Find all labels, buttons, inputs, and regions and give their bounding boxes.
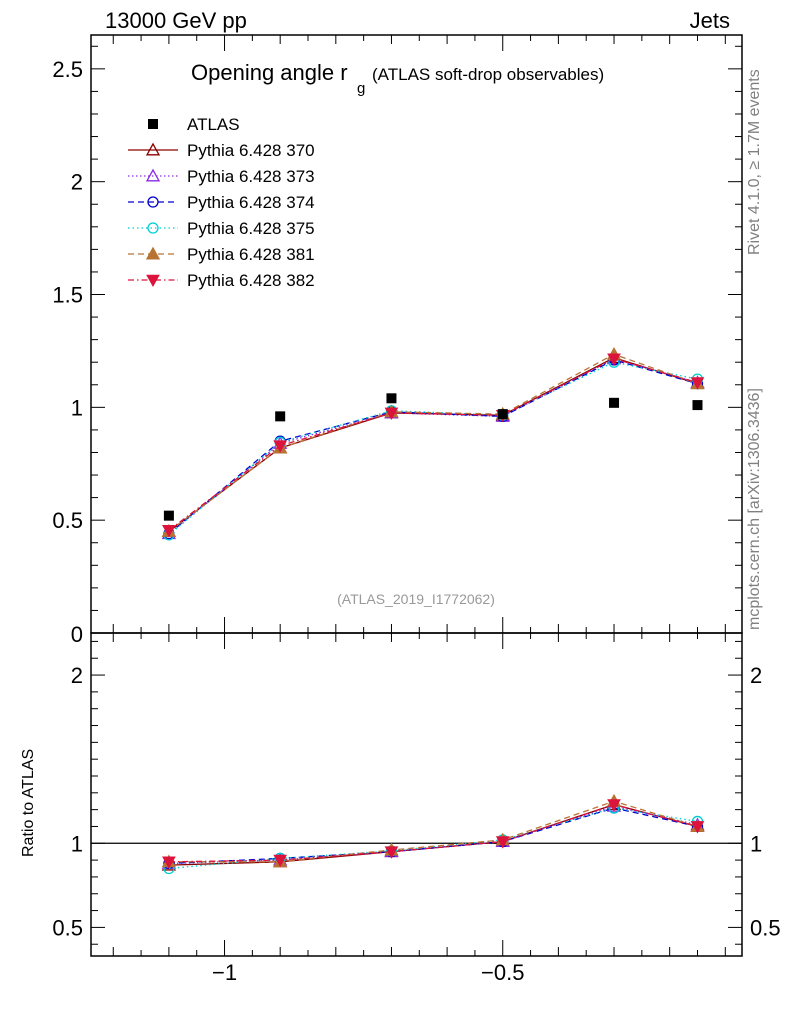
mc-line-4 xyxy=(168,353,698,532)
legend-label-2: Pythia 6.428 374 xyxy=(187,193,315,212)
atlas-data-point xyxy=(163,510,174,521)
ratio-point-5 xyxy=(607,799,621,812)
y-tick-label: 1 xyxy=(71,395,83,420)
chart-title: Opening angle r g (ATLAS soft-drop obser… xyxy=(191,60,604,97)
analysis-watermark: (ATLAS_2019_I1772062) xyxy=(337,591,495,607)
title-main: Opening angle r xyxy=(191,60,348,85)
atlas-data-point xyxy=(386,393,397,404)
mc-line-0 xyxy=(168,356,698,532)
mc-point-5 xyxy=(607,353,621,366)
mc-point-5 xyxy=(690,377,705,390)
legend-marker-4 xyxy=(145,246,161,260)
ratio-line-2 xyxy=(168,807,698,865)
title-rest: (ATLAS soft-drop observables) xyxy=(372,65,604,84)
y-tick-label: 2 xyxy=(71,170,83,195)
mc-point-5 xyxy=(273,440,288,453)
ratio-line-5 xyxy=(168,803,698,863)
axis-ticks xyxy=(91,35,742,956)
ratio-line-1 xyxy=(168,805,698,865)
lower-plot-area xyxy=(90,632,743,957)
ratio-y-tick-label-left: 1 xyxy=(71,831,83,856)
ratio-point-5 xyxy=(690,821,705,834)
legend-marker-atlas xyxy=(148,119,158,129)
ratio-line-0 xyxy=(168,803,698,866)
legend-marker-0 xyxy=(145,142,161,156)
x-tick-label: −1 xyxy=(212,960,237,985)
mc-point-5 xyxy=(162,525,176,538)
legend: ATLAS Pythia 6.428 370 Pythia 6.428 373 Pyt… xyxy=(128,115,315,290)
y-tick-label: 0.5 xyxy=(52,508,83,533)
legend-label-0: Pythia 6.428 370 xyxy=(187,141,315,160)
ratio-line-4 xyxy=(168,800,698,863)
legend-marker-1 xyxy=(145,168,161,182)
lower-panel-frame xyxy=(90,632,743,957)
axis-tick-labels: 0.5 1 1.5 2 2.5 0 0.5 0.5 1 1 2 2 −1 −0.5 xyxy=(52,57,780,985)
atlas-data-point xyxy=(692,400,703,411)
ratio-y-tick-label-right: 1 xyxy=(750,831,762,856)
ratio-y-tick-label-right: 2 xyxy=(750,663,762,688)
legend-label-5: Pythia 6.428 382 xyxy=(187,271,315,290)
ratio-point-5 xyxy=(273,854,288,868)
legend-label-atlas: ATLAS xyxy=(187,115,240,134)
mc-line-5 xyxy=(168,358,698,531)
y-tick-label: 2.5 xyxy=(52,57,83,82)
title-subscript: g xyxy=(357,80,365,97)
legend-marker-3 xyxy=(147,222,159,234)
rivet-version-label: Rivet 4.1.0, ≥ 1.7M events xyxy=(746,69,763,255)
ratio-series-group xyxy=(161,793,705,875)
ratio-y-tick-label-left: 2 xyxy=(71,663,83,688)
mc-line-2 xyxy=(168,359,698,535)
ratio-y-tick-label-left: 0.5 xyxy=(52,915,83,940)
ratio-point-5 xyxy=(495,836,510,849)
energy-label: 13000 GeV pp xyxy=(105,8,247,33)
mc-point-5 xyxy=(384,407,399,421)
legend-label-1: Pythia 6.428 373 xyxy=(187,167,315,186)
process-label: Jets xyxy=(689,8,730,33)
atlas-data-point xyxy=(275,411,286,422)
atlas-data-point xyxy=(497,409,508,420)
ratio-line-3 xyxy=(168,807,698,870)
ratio-point-5 xyxy=(162,856,176,869)
ratio-axis-label: Ratio to ATLAS xyxy=(20,748,37,857)
upper-series-group xyxy=(161,346,705,541)
mcplots-label: mcplots.cern.ch [arXiv:1306.3436] xyxy=(746,388,763,630)
y-tick-label: 1.5 xyxy=(52,283,83,308)
legend-label-3: Pythia 6.428 375 xyxy=(187,219,315,238)
atlas-data-point xyxy=(609,397,620,408)
y-tick-label-zero: 0 xyxy=(71,622,83,647)
mc-line-1 xyxy=(168,358,698,535)
legend-marker-5 xyxy=(146,274,160,288)
mc-line-3 xyxy=(168,361,698,536)
legend-label-4: Pythia 6.428 381 xyxy=(187,245,315,264)
ratio-y-tick-label-right: 0.5 xyxy=(750,915,781,940)
ratio-point-5 xyxy=(384,846,399,859)
legend-marker-2 xyxy=(147,196,159,208)
x-tick-label: −0.5 xyxy=(481,960,524,985)
